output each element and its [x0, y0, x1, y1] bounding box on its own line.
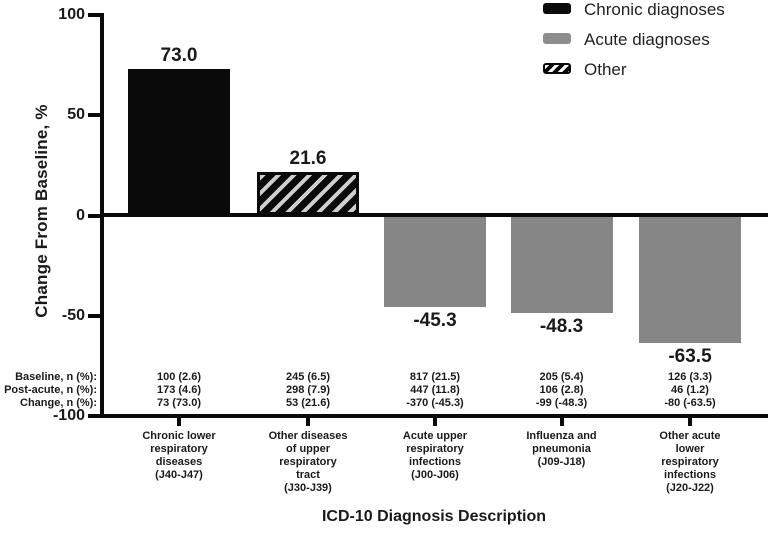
- x-tick-mark-0: [177, 418, 181, 426]
- table-row-label-2: Change, n (%):: [20, 397, 97, 409]
- table-cell-0-0: 100 (2.6): [156, 371, 202, 383]
- table-cell-2-2: -370 (-45.3): [406, 397, 464, 409]
- y-tick-label--50: -50: [61, 306, 85, 324]
- y-tick-label-100: 100: [58, 6, 85, 23]
- legend-swatch-gray: [543, 33, 571, 44]
- category-label-2-line-2: infections: [409, 456, 461, 468]
- table-row-label-0: Baseline, n (%):: [15, 371, 97, 383]
- x-tick-mark-3: [559, 418, 564, 426]
- table-cell-2-0: 817 (21.5): [409, 371, 461, 383]
- table-cell-1-2: 53 (21.6): [285, 397, 331, 409]
- y-tick-mark-0: [88, 213, 100, 218]
- category-label-0-line-3: (J40-J47): [155, 469, 203, 481]
- y-tick-label-50: 50: [67, 106, 85, 124]
- legend-swatch-hatch: [543, 63, 571, 74]
- bar-value-label-0: 73.0: [160, 45, 198, 67]
- table-cell-1-1: 298 (7.9): [285, 384, 331, 396]
- y-tick-label--100: -100: [52, 407, 85, 424]
- legend-label-gray: Acute diagnoses: [584, 30, 710, 49]
- y-tick-mark--50: [88, 313, 100, 318]
- bar-value-label-1: 21.6: [289, 148, 327, 170]
- table-cell-3-1: 106 (2.8): [539, 384, 584, 396]
- category-label-1-line-0: Other diseases: [268, 430, 348, 442]
- category-label-1-line-2: respiratory: [279, 456, 337, 468]
- table-cell-3-0: 205 (5.4): [539, 371, 584, 383]
- category-label-3-line-0: Influenza and: [526, 430, 597, 442]
- bar-4: [639, 216, 741, 344]
- x-axis-title: ICD-10 Diagnosis Description: [321, 508, 547, 525]
- bar-1: [257, 172, 359, 216]
- table-cell-0-2: 73 (73.0): [156, 397, 202, 409]
- category-label-4-line-0: Other acute: [659, 430, 721, 442]
- category-label-4-line-3: infections: [664, 469, 716, 481]
- legend-label-hatch: Other: [584, 60, 627, 79]
- category-label-4-line-2: respiratory: [661, 456, 719, 468]
- bar-value-label-2: -45.3: [413, 309, 457, 331]
- category-label-3-line-2: (J09-J18): [537, 456, 586, 468]
- category-label-2-line-1: respiratory: [406, 443, 464, 455]
- bar-value-label-3: -48.3: [539, 315, 584, 337]
- category-label-4-line-1: lower: [675, 443, 705, 455]
- table-cell-0-1: 173 (4.6): [156, 384, 202, 396]
- category-label-0-line-0: Chronic lower: [142, 430, 216, 442]
- category-label-1-line-4: (J30-J39): [284, 482, 332, 494]
- zero-baseline: [100, 213, 768, 217]
- category-label-0-line-2: diseases: [155, 456, 203, 468]
- table-cell-4-0: 126 (3.3): [667, 371, 713, 383]
- table-cell-4-2: -80 (-63.5): [664, 397, 716, 409]
- y-tick-mark--100: [88, 414, 100, 418]
- category-label-1-line-3: tract: [296, 469, 320, 481]
- category-label-2-line-3: (J00-J06): [411, 469, 459, 481]
- bar-3: [510, 216, 613, 313]
- bar-value-label-4: -63.5: [668, 346, 712, 368]
- x-tick-mark-4: [688, 418, 692, 426]
- table-cell-2-1: 447 (11.8): [410, 384, 460, 396]
- x-tick-mark-1: [306, 418, 310, 426]
- bar-0: [128, 69, 230, 216]
- table-row-label-1: Post-acute, n (%):: [4, 384, 97, 396]
- category-label-3-line-1: pneumonia: [532, 443, 591, 455]
- category-label-0-line-1: respiratory: [150, 443, 208, 455]
- x-axis-line: [100, 414, 768, 418]
- table-cell-4-1: 46 (1.2): [671, 384, 709, 396]
- category-label-4-line-4: (J20-J22): [666, 482, 714, 494]
- category-label-2-line-0: Acute upper: [402, 430, 468, 442]
- table-cell-3-2: -99 (-48.3): [535, 397, 588, 409]
- y-tick-mark-50: [88, 113, 100, 118]
- category-label-1-line-1: of upper: [286, 443, 330, 455]
- legend-label-black: Chronic diagnoses: [584, 0, 725, 19]
- table-cell-1-0: 245 (6.5): [285, 371, 331, 383]
- y-tick-label-0: 0: [76, 206, 85, 224]
- x-tick-mark-2: [433, 418, 437, 426]
- bar-2: [384, 216, 486, 307]
- y-tick-mark-100: [88, 13, 100, 17]
- legend-swatch-black: [543, 3, 571, 14]
